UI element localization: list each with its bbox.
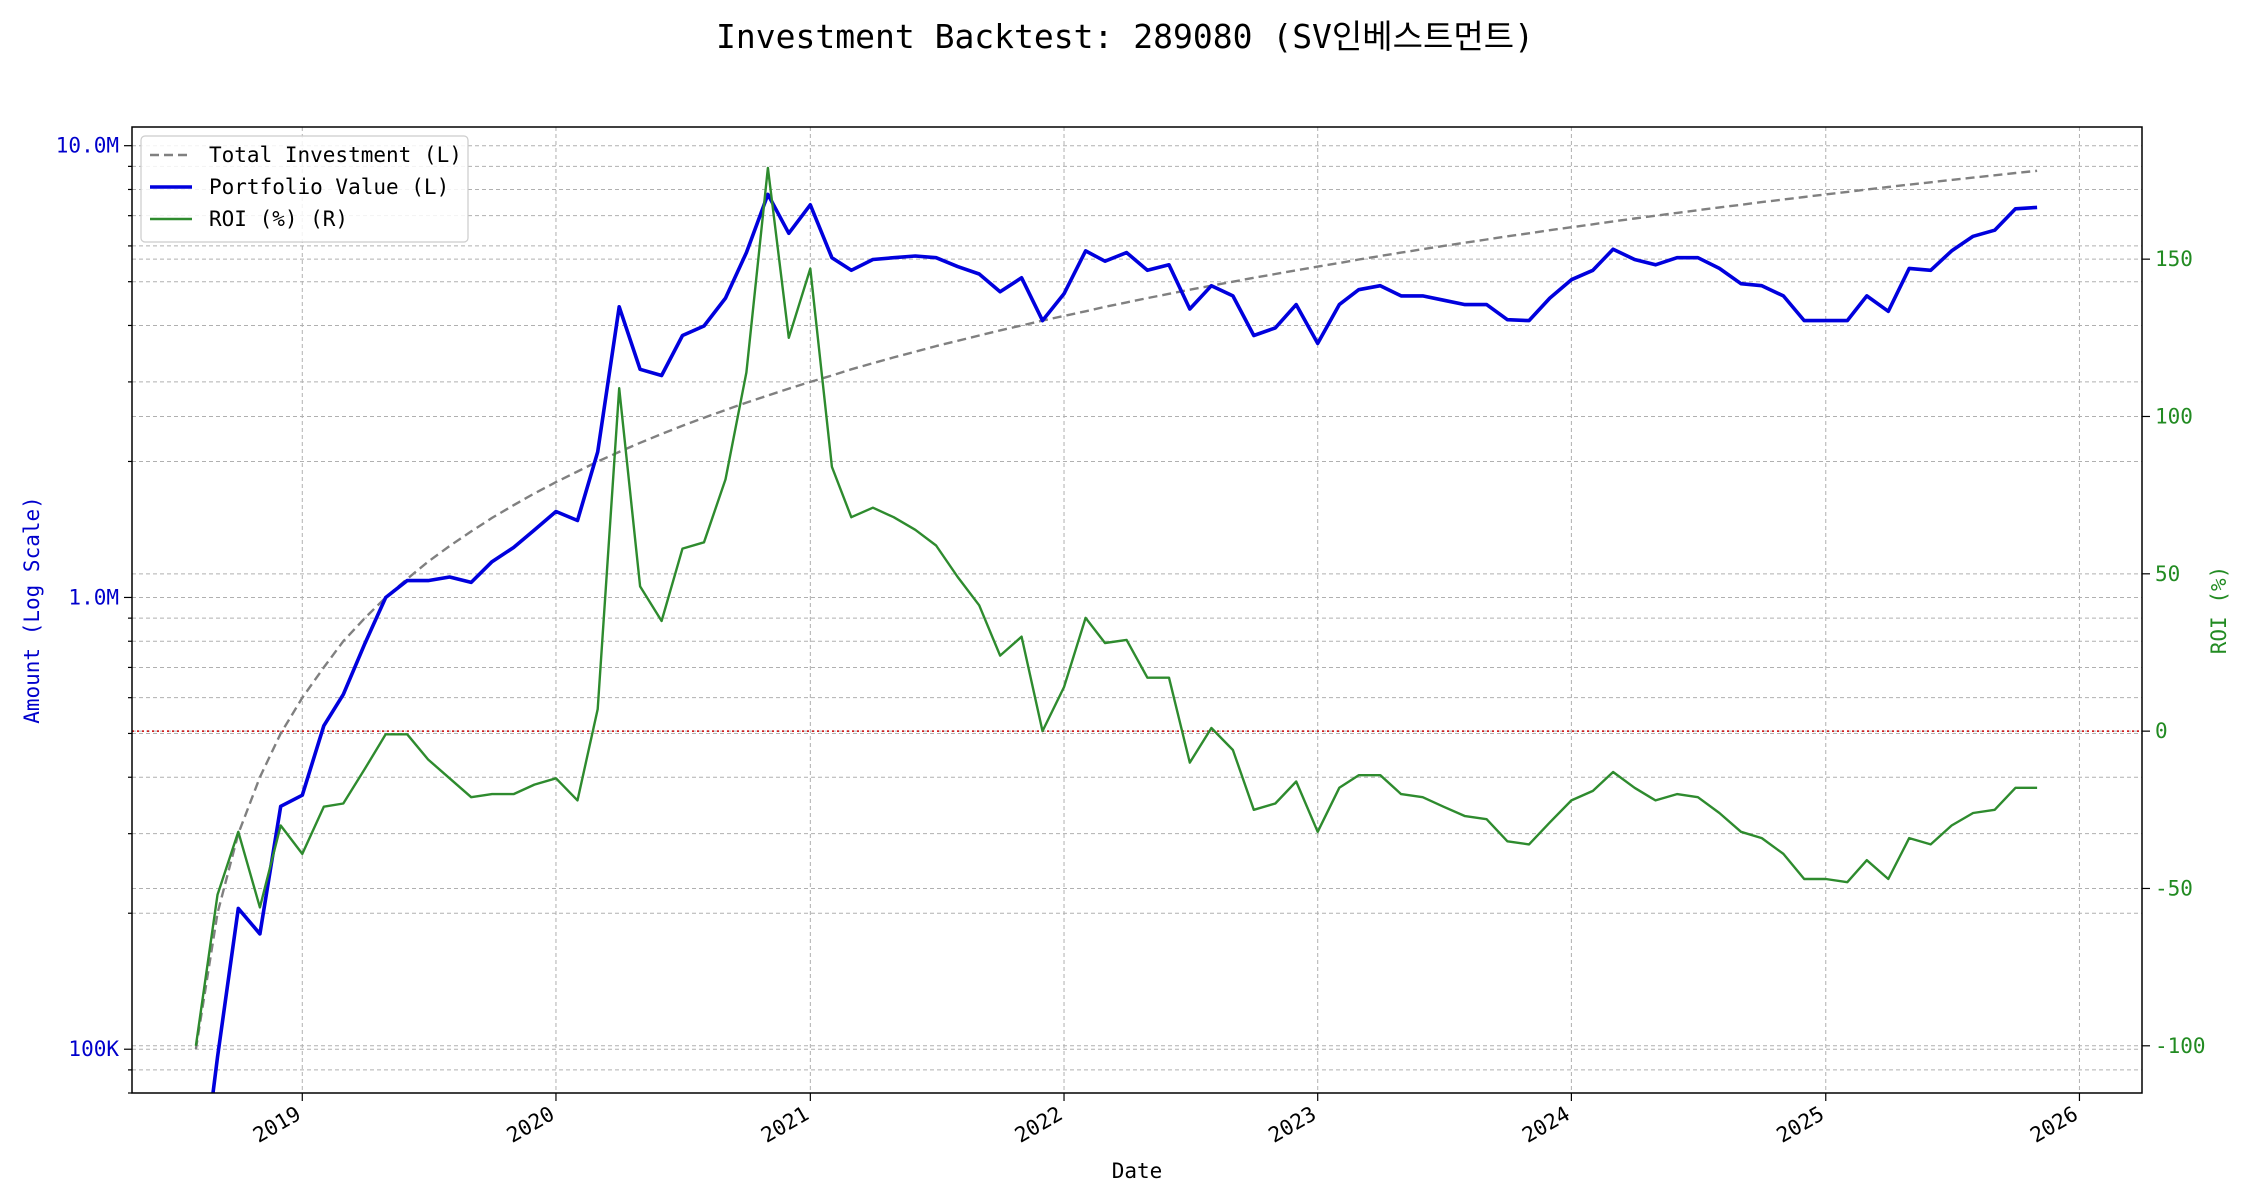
x-tick-label: 2024 [1518, 1102, 1574, 1148]
x-tick-label: 2022 [1011, 1102, 1067, 1148]
x-tick-label: 2025 [1772, 1102, 1828, 1148]
right-tick-label: 150 [2155, 247, 2193, 271]
legend-box [140, 135, 469, 243]
x-tick-label: 2021 [757, 1102, 813, 1148]
left-tick-label: 100K [68, 1037, 119, 1061]
roi-line [194, 166, 2038, 1046]
portfolio-value-line [211, 192, 2038, 1093]
legend: Total Investment (L) Portfolio Value (L) R… [140, 135, 469, 243]
right-tick-label: 100 [2155, 404, 2193, 428]
x-tick-label: 2023 [1264, 1102, 1320, 1148]
left-tick-label: 10.0M [56, 134, 119, 158]
legend-entry-label: Portfolio Value (L) [209, 175, 449, 199]
plot-frame [131, 126, 2143, 1094]
left-tick-label: 1.0M [68, 585, 119, 609]
chart-title: Investment Backtest: 289080 (SV인베스트먼트) [716, 17, 1534, 56]
right-axis-title: ROI (%) [2207, 566, 2231, 655]
right-tick-label: 0 [2155, 719, 2168, 743]
x-tick-label: 2020 [503, 1102, 559, 1148]
x-axis-title: Date [1112, 1159, 1163, 1183]
series-lines [194, 166, 2038, 1093]
right-tick-label: -50 [2155, 876, 2193, 900]
gridlines [132, 127, 2142, 1094]
right-tick-label: -100 [2155, 1034, 2206, 1058]
legend-entry-label: ROI (%) (R) [209, 207, 348, 231]
legend-entry-label: Total Investment (L) [209, 143, 462, 167]
x-tick-label: 2026 [2026, 1102, 2082, 1148]
total-investment-line [194, 169, 2038, 1050]
x-tick-label: 2019 [249, 1102, 305, 1148]
left-axis-title: Amount (Log Scale) [20, 496, 44, 724]
axes: 100K 1.0M 10.0M -100 -50 0 50 100 150 2019 2020 202… [56, 134, 2206, 1148]
right-tick-label: 50 [2155, 562, 2180, 586]
